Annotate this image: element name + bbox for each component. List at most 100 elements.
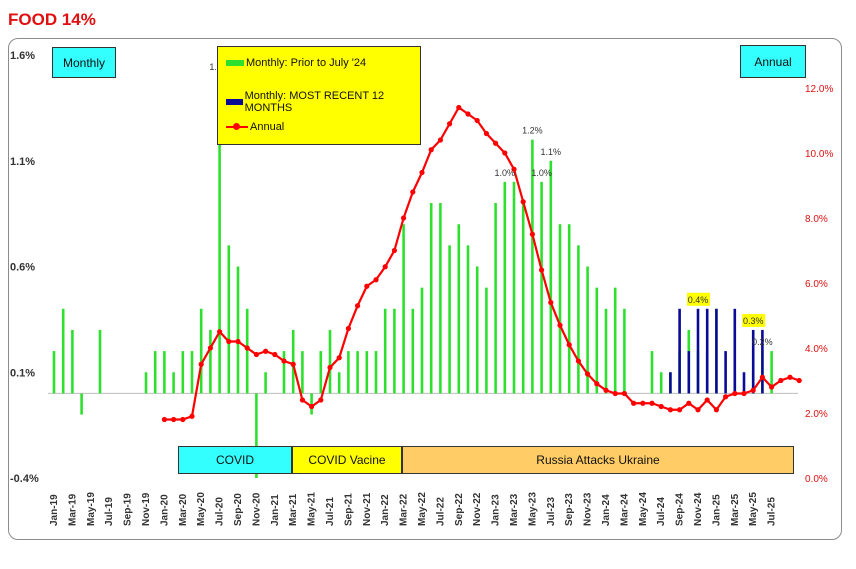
bar-recent [705,308,709,394]
annotation-covid-vaccine: COVID Vacine [292,446,402,474]
annual-point [428,147,434,153]
bar-prior [319,351,323,394]
bar-recent [696,308,700,394]
annual-point [732,390,738,397]
x-tick-label: Nov-22 [472,492,483,526]
annual-point [566,342,572,348]
y-right-tick-label: 12.0% [805,84,833,95]
x-tick-label: May-19 [86,492,97,526]
bar-prior [402,224,405,394]
bar-prior [144,372,148,394]
bar-prior [577,245,580,394]
bar-prior [549,160,553,394]
annual-point [612,390,618,397]
annual-point [493,140,499,146]
bar-prior [429,203,433,394]
annual-point [281,358,287,364]
annual-point [769,384,775,390]
bar-prior [650,351,654,394]
annual-point [207,345,213,351]
x-tick-label: Jan-24 [601,494,612,526]
y-right-tick-label: 8.0% [805,214,828,225]
bar-recent [733,308,737,394]
annual-point [594,381,600,387]
legend-item-prior: Monthly: Prior to July '24 [226,57,366,69]
x-tick-label: Jul-19 [104,497,115,526]
annual-point [483,130,489,137]
x-tick-label: Mar-24 [619,493,630,526]
legend-swatch-annual [226,122,248,132]
x-tick-label: Jan-20 [159,494,170,526]
bar-prior [255,393,258,478]
annual-point [171,416,177,423]
data-label: 0.4% [688,295,709,305]
annual-point [382,264,388,270]
x-tick-label: Nov-24 [693,492,704,526]
x-tick-label: Mar-19 [67,493,78,526]
annual-point [787,374,793,380]
bar-prior [494,203,497,394]
annual-point [198,361,204,367]
bar-prior [61,308,65,394]
annual-point [511,166,517,172]
annual-point [621,390,628,397]
annual-point [437,137,443,143]
page-title: FOOD 14% [8,10,96,29]
annual-point [180,416,186,423]
x-tick-label: Sep-24 [675,493,686,526]
bar-prior [448,245,451,394]
annual-point [272,351,278,358]
y-right-tick-label: 10.0% [805,149,833,160]
x-tick-label: Sep-22 [454,493,465,526]
annotation-covid: COVID [178,446,292,474]
x-tick-label: May-24 [638,492,649,526]
bar-recent [678,308,681,394]
monthly-axis-box: Monthly [52,47,116,78]
annual-point [373,277,379,283]
annual-point [796,377,802,384]
bar-prior [770,351,773,394]
bar-prior [264,372,267,394]
bar-prior [503,181,507,394]
y-right-tick-label: 6.0% [805,279,828,290]
bar-prior [227,245,231,394]
y-left-tick-label: 0.1% [10,367,35,379]
legend-swatch-prior [226,60,244,66]
x-tick-label: Mar-22 [399,493,410,526]
annual-point [226,338,232,345]
annual-point [318,397,324,403]
bar-prior [420,287,424,394]
annual-point [631,400,637,406]
annual-point [309,403,315,410]
annual-point [253,351,259,358]
bar-prior [586,266,589,394]
legend-label-recent: Monthly: MOST RECENT 12 MONTHS [244,90,385,114]
bar-prior [531,139,534,394]
bar-prior [153,351,157,394]
data-label: 0.3% [743,316,764,326]
bar-prior [218,76,221,394]
bar-prior [521,203,525,394]
bar-prior [337,372,341,394]
bar-prior [356,351,359,394]
annual-point [299,397,305,403]
annual-point [658,403,664,410]
x-tick-label: Sep-19 [123,493,134,526]
x-tick-label: Jul-22 [435,497,446,526]
annual-point [447,121,453,127]
annual-point [557,322,563,328]
bar-prior [623,308,626,394]
bar-prior [71,329,74,394]
bar-prior [181,351,185,394]
bar-prior [245,308,249,394]
bar-prior [236,266,240,394]
y-left-tick-label: -0.4% [10,473,39,485]
annual-point [410,189,416,195]
annual-point [263,348,269,354]
bar-prior [457,224,461,394]
bar-prior [393,308,396,394]
x-tick-label: Jul-20 [215,497,226,526]
bar-prior [411,308,415,394]
bar-recent [761,329,764,394]
